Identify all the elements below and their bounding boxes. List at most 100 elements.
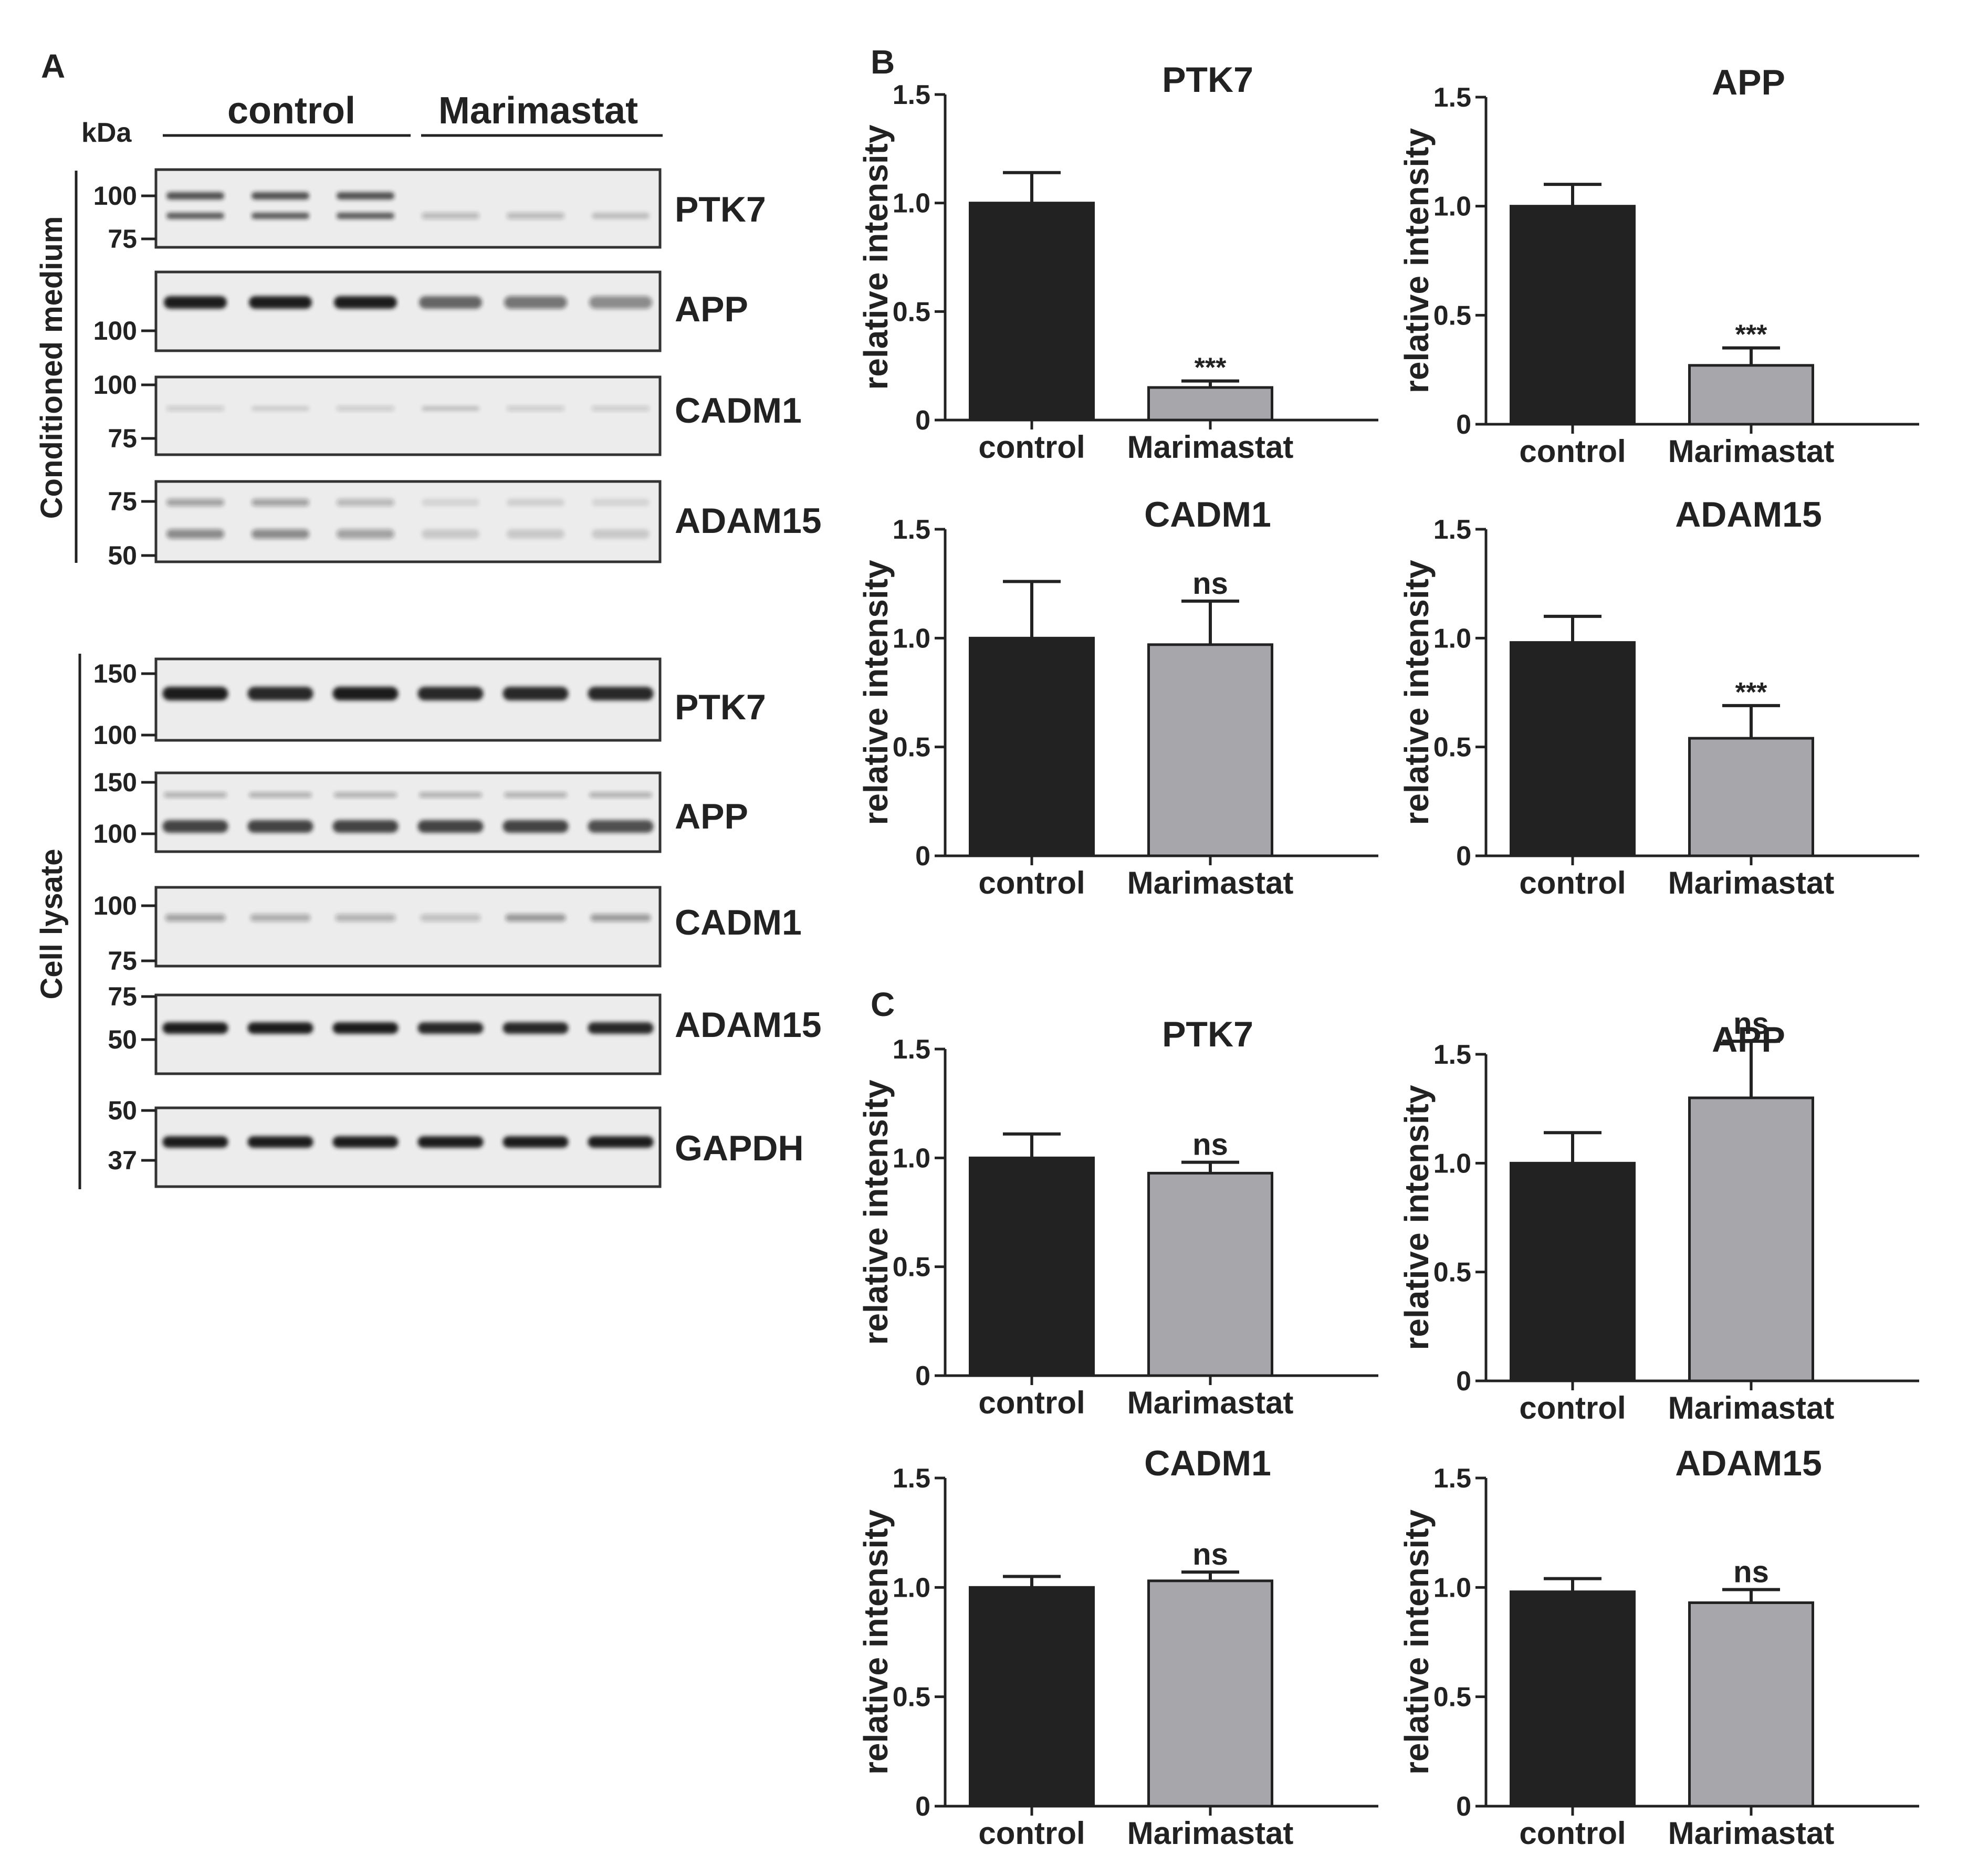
y-tick-label: 0.5	[893, 732, 930, 763]
blot-band	[334, 792, 397, 798]
medium-blot-app: 100 APP	[93, 270, 748, 352]
marker-label: 100	[93, 370, 137, 400]
medium-blot-ptk7: 100 75 PTK7	[93, 168, 766, 254]
blot-band	[166, 192, 224, 200]
marker-label: 50	[108, 1025, 137, 1054]
bar-control	[1510, 641, 1636, 857]
chart-title: ADAM15	[1675, 495, 1822, 534]
chart-c-ptk7: PTK7 relative intensity 0 0.5 1.0 1.5 control M…	[857, 1014, 1378, 1420]
medium-blot-cadm1: 100 75 CADM1	[93, 370, 802, 456]
blot-band	[164, 296, 227, 309]
bar-marimastat	[1147, 1171, 1273, 1377]
blot-band	[507, 406, 564, 411]
blot-band	[166, 406, 224, 411]
blot-protein-label: ADAM15	[675, 501, 822, 541]
blot-band	[504, 792, 567, 798]
x-tick-label: control	[978, 1816, 1085, 1851]
x-tick-label: control	[1519, 434, 1626, 469]
y-tick-label: 0.5	[893, 1252, 930, 1283]
blot-band	[252, 406, 309, 411]
marker-label: 50	[108, 541, 137, 570]
blot-band	[422, 499, 479, 506]
chart-c-app: APP relative intensity 0 0.5 1.0 1.5 control Ma…	[1398, 1007, 1919, 1426]
marker-label: 100	[93, 316, 137, 345]
blot-band	[337, 499, 394, 506]
x-tick-label: Marimastat	[1668, 1390, 1835, 1426]
blot-band	[590, 914, 651, 921]
marker-label: 100	[93, 891, 137, 920]
chart-title: PTK7	[1162, 1014, 1253, 1054]
y-tick-label: 0	[915, 841, 930, 872]
blot-band	[166, 529, 224, 539]
chart-title: PTK7	[1162, 60, 1253, 100]
blot-membrane	[154, 771, 662, 853]
x-tick-label: control	[978, 865, 1085, 900]
marker-label: 75	[108, 487, 137, 516]
y-tick-label: 1.0	[893, 1143, 930, 1173]
significance-label: ns	[1192, 1128, 1228, 1162]
medium-blot-adam15: 75 50 ADAM15	[108, 480, 822, 570]
y-tick-label: 0.5	[893, 1682, 930, 1713]
blot-band	[503, 687, 569, 700]
significance-label: ***	[1195, 353, 1227, 383]
y-tick-label: 0.5	[1433, 1257, 1471, 1288]
lysate-blot-app: 150 100 APP	[93, 768, 748, 853]
bar-control	[1510, 205, 1636, 426]
y-tick-label: 0.5	[1433, 1682, 1471, 1713]
panel-letter-b: B	[871, 43, 895, 81]
x-tick-label: Marimastat	[1668, 1816, 1835, 1851]
panel-letter-a: A	[41, 47, 65, 85]
blot-band	[417, 1022, 484, 1034]
section-label-lysate: Cell lysate	[35, 849, 69, 1000]
significance-label: ns	[1733, 1555, 1769, 1589]
chart-b-cadm1: CADM1 relative intensity 0 0.5 1.0 1.5 control…	[857, 495, 1378, 900]
significance-label: ns	[1733, 1007, 1769, 1041]
bar-control	[1510, 1161, 1636, 1382]
y-tick-label: 1.5	[893, 1034, 930, 1065]
y-axis-label: relative intensity	[1398, 1085, 1436, 1350]
blot-protein-label: CADM1	[675, 391, 802, 431]
y-tick-label: 0	[1456, 1791, 1471, 1822]
group-label-treated: Marimastat	[438, 90, 638, 132]
lysate-blot-cadm1: 100 75 CADM1	[93, 886, 802, 976]
blot-band	[588, 1136, 654, 1148]
blot-protein-label: ADAM15	[675, 1005, 822, 1045]
y-tick-label: 1.0	[893, 188, 930, 219]
bar-marimastat	[1688, 1096, 1814, 1382]
marker-label: 150	[93, 659, 137, 688]
y-tick-label: 1.0	[1433, 192, 1471, 222]
y-tick-label: 0.5	[1433, 300, 1471, 331]
blot-band	[507, 529, 564, 539]
x-tick-label: Marimastat	[1127, 1816, 1294, 1851]
blot-protein-label: CADM1	[675, 903, 802, 942]
blot-band	[247, 820, 313, 833]
blot-protein-label: APP	[675, 796, 748, 836]
x-tick-label: control	[978, 429, 1085, 465]
blot-band	[588, 687, 654, 700]
y-tick-label: 0	[915, 405, 930, 436]
chart-b-app: APP relative intensity 0 0.5 1.0 1.5 control Ma…	[1398, 62, 1919, 469]
y-tick-label: 1.5	[1433, 82, 1471, 113]
y-axis-label: relative intensity	[857, 124, 895, 390]
y-tick-label: 0	[915, 1791, 930, 1822]
blot-band	[592, 499, 650, 506]
kda-label: kDa	[81, 118, 132, 148]
y-tick-label: 1.5	[893, 1463, 930, 1494]
lysate-blot-ptk7: 150 100 PTK7	[93, 657, 766, 750]
chart-b-adam15: ADAM15 relative intensity 0 0.5 1.0 1.5 contro…	[1398, 495, 1919, 900]
bar-control	[1510, 1590, 1636, 1808]
y-tick-label: 0	[1456, 841, 1471, 872]
y-tick-label: 1.5	[893, 515, 930, 545]
blot-band	[592, 406, 650, 411]
blot-band	[422, 406, 479, 411]
blot-band	[164, 792, 227, 798]
blot-band	[417, 1136, 484, 1148]
blot-band	[249, 296, 312, 309]
significance-label: ***	[1735, 677, 1767, 708]
blot-band	[252, 529, 309, 539]
blot-membrane	[154, 168, 662, 249]
marker-label: 100	[93, 720, 137, 750]
bar-control	[969, 1156, 1095, 1377]
marker-label: 75	[108, 424, 137, 453]
